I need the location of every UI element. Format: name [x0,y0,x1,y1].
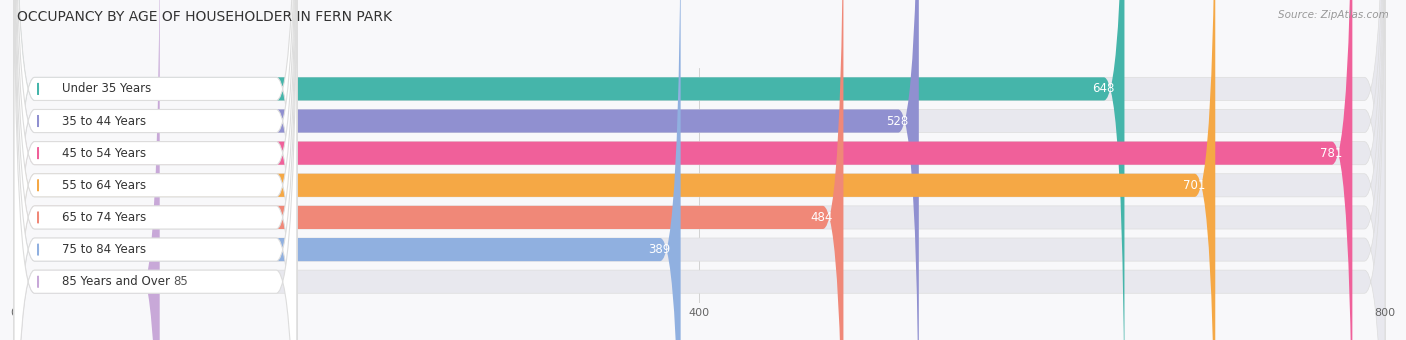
FancyBboxPatch shape [14,0,920,340]
Text: 484: 484 [811,211,834,224]
Text: 45 to 54 Years: 45 to 54 Years [62,147,146,160]
FancyBboxPatch shape [14,0,1385,340]
FancyBboxPatch shape [14,0,297,340]
FancyBboxPatch shape [14,0,1215,340]
Text: 781: 781 [1320,147,1343,160]
Text: OCCUPANCY BY AGE OF HOUSEHOLDER IN FERN PARK: OCCUPANCY BY AGE OF HOUSEHOLDER IN FERN … [17,10,392,24]
Text: 528: 528 [886,115,908,128]
Text: 85 Years and Over: 85 Years and Over [62,275,170,288]
FancyBboxPatch shape [14,0,1385,340]
FancyBboxPatch shape [14,0,297,340]
FancyBboxPatch shape [14,0,844,340]
FancyBboxPatch shape [14,0,1385,340]
FancyBboxPatch shape [14,0,160,340]
Text: 75 to 84 Years: 75 to 84 Years [62,243,146,256]
FancyBboxPatch shape [14,0,297,340]
Text: 701: 701 [1182,179,1205,192]
Text: 55 to 64 Years: 55 to 64 Years [62,179,146,192]
FancyBboxPatch shape [14,0,1125,340]
FancyBboxPatch shape [14,0,1385,340]
Text: 85: 85 [173,275,188,288]
FancyBboxPatch shape [14,0,297,340]
Text: 35 to 44 Years: 35 to 44 Years [62,115,146,128]
Text: 65 to 74 Years: 65 to 74 Years [62,211,146,224]
Text: 648: 648 [1092,82,1114,96]
FancyBboxPatch shape [14,0,297,340]
FancyBboxPatch shape [14,0,1385,340]
FancyBboxPatch shape [14,0,1385,340]
FancyBboxPatch shape [14,0,681,340]
FancyBboxPatch shape [14,0,1385,340]
FancyBboxPatch shape [14,0,297,340]
Text: 389: 389 [648,243,671,256]
Text: Source: ZipAtlas.com: Source: ZipAtlas.com [1278,10,1389,20]
FancyBboxPatch shape [14,0,1353,340]
FancyBboxPatch shape [14,0,297,340]
Text: Under 35 Years: Under 35 Years [62,82,152,96]
